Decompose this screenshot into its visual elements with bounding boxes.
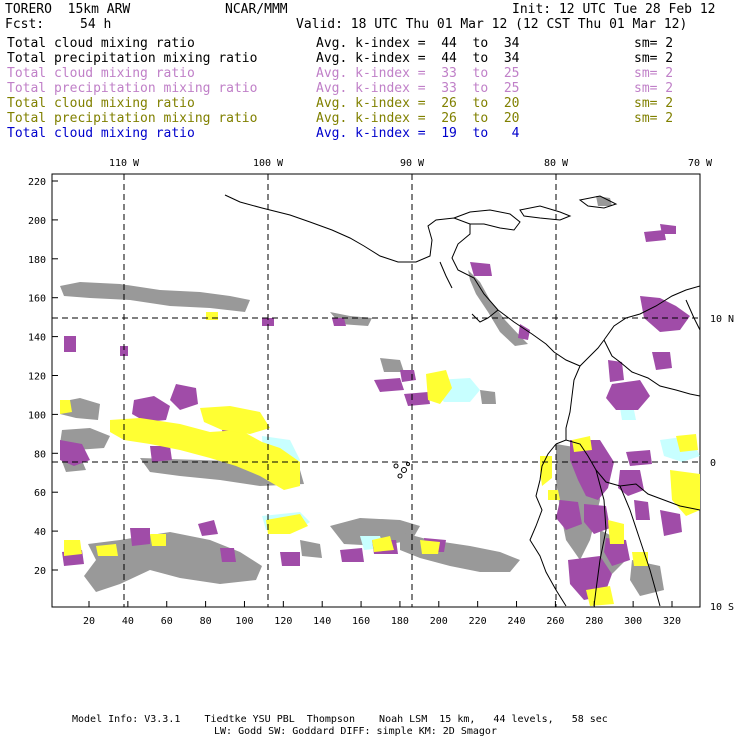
y-tick-label: 220 bbox=[28, 177, 46, 188]
legend-field-name: Total precipitation mixing ratio bbox=[7, 51, 258, 66]
x-tick-label: 100 bbox=[235, 616, 253, 627]
legend-k-index-range: Avg. k-index = 44 to 34 bbox=[316, 51, 520, 66]
y-tick-label: 80 bbox=[34, 449, 46, 460]
y-tick-label: 140 bbox=[28, 333, 46, 344]
coastlines bbox=[224, 194, 700, 607]
legend-k-index-range: Avg. k-index = 33 to 25 bbox=[316, 66, 520, 81]
x-tick-label: 200 bbox=[430, 616, 448, 627]
org-label: NCAR/MMM bbox=[225, 2, 288, 17]
valid-time: Valid: 18 UTC Thu 01 Mar 12 (12 CST Thu … bbox=[296, 17, 688, 32]
x-tick-label: 40 bbox=[122, 616, 134, 627]
legend-field-name: Total precipitation mixing ratio bbox=[7, 81, 258, 96]
legend-smoothing: sm= 2 bbox=[634, 66, 674, 81]
field-layer bbox=[60, 196, 700, 606]
x-tick-label: 260 bbox=[546, 616, 564, 627]
legend-smoothing: sm= 2 bbox=[634, 81, 674, 96]
y-tick-label: 20 bbox=[34, 566, 46, 577]
purple-field bbox=[60, 224, 690, 600]
init-time: Init: 12 UTC Tue 28 Feb 12 bbox=[512, 2, 716, 17]
legend-field-name: Total precipitation mixing ratio bbox=[7, 111, 258, 126]
y-tick-label: 100 bbox=[28, 410, 46, 421]
model-title: TORERO 15km ARW bbox=[5, 2, 131, 17]
y-tick-label: 180 bbox=[28, 255, 46, 266]
tick-marks bbox=[52, 180, 673, 607]
y-tick-label: 120 bbox=[28, 372, 46, 383]
x-tick-label: 60 bbox=[161, 616, 173, 627]
x-tick-label: 320 bbox=[663, 616, 681, 627]
x-tick-label: 280 bbox=[585, 616, 603, 627]
x-tick-label: 140 bbox=[313, 616, 331, 627]
lon-label-90w: 90 W bbox=[400, 158, 425, 169]
lon-label-100w: 100 W bbox=[253, 158, 284, 169]
y-tick-label: 40 bbox=[34, 527, 46, 538]
grid-lines bbox=[52, 174, 700, 607]
legend-k-index-range: Avg. k-index = 19 to 4 bbox=[316, 126, 520, 141]
x-tick-label: 20 bbox=[83, 616, 95, 627]
legend-field-name: Total cloud mixing ratio bbox=[7, 126, 195, 141]
legend-field-name: Total cloud mixing ratio bbox=[7, 66, 195, 81]
model-info-line2: LW: Godd SW: Goddard DIFF: simple KM: 2D… bbox=[214, 726, 497, 737]
legend-smoothing: sm= 2 bbox=[634, 51, 674, 66]
legend-k-index-range: Avg. k-index = 44 to 34 bbox=[316, 36, 520, 51]
lat-label-0: 0 bbox=[710, 458, 716, 469]
legend-k-index-range: Avg. k-index = 33 to 25 bbox=[316, 81, 520, 96]
y-tick-label: 200 bbox=[28, 216, 46, 227]
lat-label-10s: 10 S bbox=[710, 602, 734, 613]
legend-smoothing: sm= 2 bbox=[634, 111, 674, 126]
forecast-hours: 54 h bbox=[80, 17, 112, 32]
legend-field-name: Total cloud mixing ratio bbox=[7, 96, 195, 111]
x-tick-label: 220 bbox=[469, 616, 487, 627]
x-tick-label: 120 bbox=[274, 616, 292, 627]
legend-k-index-range: Avg. k-index = 26 to 20 bbox=[316, 111, 520, 126]
x-tick-label: 180 bbox=[391, 616, 409, 627]
y-index-labels: 220 200 180 160 140 120 100 80 60 40 20 bbox=[28, 177, 46, 577]
lat-label-10n: 10 N bbox=[710, 314, 734, 325]
legend-k-index-range: Avg. k-index = 26 to 20 bbox=[316, 96, 520, 111]
x-tick-label: 80 bbox=[200, 616, 212, 627]
lon-label-70w: 70 W bbox=[688, 158, 713, 169]
y-tick-label: 160 bbox=[28, 294, 46, 305]
legend-smoothing: sm= 2 bbox=[634, 36, 674, 51]
lon-label-80w: 80 W bbox=[544, 158, 569, 169]
legend-field-name: Total cloud mixing ratio bbox=[7, 36, 195, 51]
yellow-field bbox=[60, 312, 700, 606]
x-index-labels: 20 40 60 80 100 120 140 160 180 200 220 240 260 280 30… bbox=[83, 616, 681, 627]
x-tick-label: 300 bbox=[624, 616, 642, 627]
x-tick-label: 160 bbox=[352, 616, 370, 627]
y-tick-label: 60 bbox=[34, 488, 46, 499]
forecast-label: Fcst: bbox=[5, 17, 45, 32]
legend-smoothing: sm= 2 bbox=[634, 96, 674, 111]
x-tick-label: 240 bbox=[508, 616, 526, 627]
model-info-line1: Model Info: V3.3.1 Tiedtke YSU PBL Thomp… bbox=[72, 714, 608, 725]
lon-label-110w: 110 W bbox=[109, 158, 140, 169]
